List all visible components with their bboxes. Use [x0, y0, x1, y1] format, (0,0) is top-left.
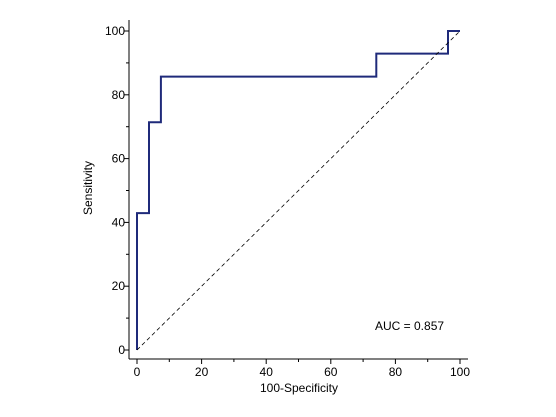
- x-tick-label: 60: [324, 365, 338, 379]
- x-tick-label: 80: [389, 365, 403, 379]
- y-tick-label: 100: [105, 24, 125, 38]
- y-tick-label: 60: [112, 152, 126, 166]
- x-axis-title: 100-Specificity: [260, 381, 338, 395]
- x-tick-label: 100: [450, 365, 470, 379]
- reference-diagonal-line: [136, 30, 461, 351]
- y-tick-label: 0: [118, 343, 125, 357]
- x-tick-label: 0: [134, 365, 141, 379]
- y-axis-title: Sensitivity: [81, 161, 95, 215]
- auc-annotation: AUC = 0.857: [375, 319, 444, 333]
- roc-curve-line: [136, 30, 460, 350]
- x-tick-label: 40: [260, 365, 274, 379]
- y-tick-label: 20: [112, 279, 126, 293]
- ticks: 0 20 40 60 80 100 0 20 40 60 80 100: [105, 24, 470, 379]
- series-layer: [136, 30, 461, 351]
- y-tick-label: 40: [112, 215, 126, 229]
- y-tick-label: 80: [112, 88, 126, 102]
- x-tick-label: 20: [195, 365, 209, 379]
